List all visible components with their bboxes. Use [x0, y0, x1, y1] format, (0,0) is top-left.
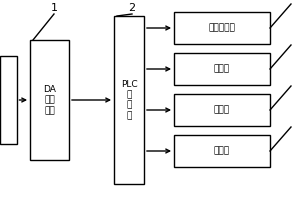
Bar — [174, 94, 270, 126]
Text: 显示器: 显示器 — [214, 146, 230, 156]
Text: 蜂鸣器: 蜂鸣器 — [214, 65, 230, 74]
Bar — [174, 135, 270, 167]
Text: DA
转换
电路: DA 转换 电路 — [43, 85, 56, 115]
Bar — [174, 12, 270, 44]
Bar — [114, 16, 144, 184]
Text: 报警灯: 报警灯 — [214, 106, 230, 114]
Bar — [30, 40, 69, 160]
Text: PLC
控
制
器: PLC 控 制 器 — [121, 80, 137, 120]
Text: 1: 1 — [50, 3, 58, 13]
Bar — [174, 53, 270, 85]
Text: 氢氧除碳机: 氢氧除碳机 — [208, 23, 236, 32]
Text: 2: 2 — [128, 3, 136, 13]
Bar — [0, 56, 16, 144]
